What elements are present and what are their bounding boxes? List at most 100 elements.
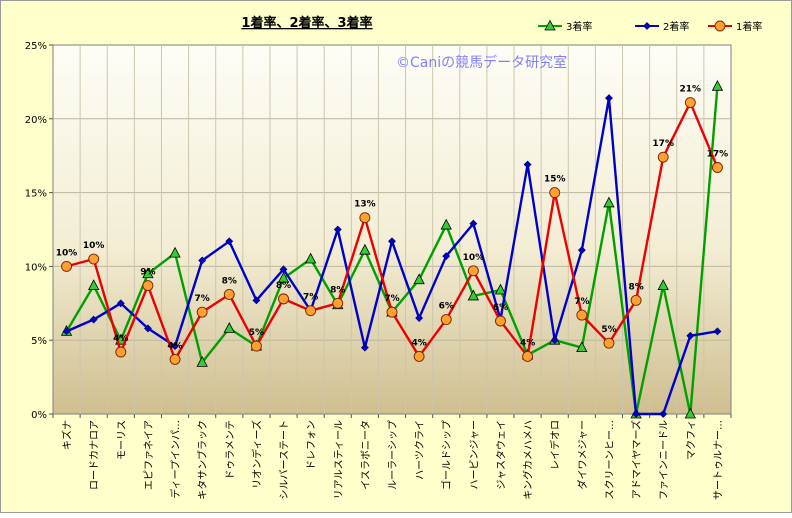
series-point: [605, 94, 613, 103]
data-label: 15%: [544, 175, 566, 185]
series-point: [577, 246, 586, 255]
series-lines: [60, 79, 724, 419]
data-label: 4%: [411, 338, 426, 348]
x-tick-label: エピファネイア: [143, 420, 155, 490]
series-point: [657, 279, 669, 290]
series-point: [413, 350, 425, 362]
series-point: [467, 265, 479, 277]
data-label: 7%: [195, 294, 210, 304]
data-label: 7%: [574, 297, 589, 307]
x-tick-label: ダイワメジャー: [576, 420, 589, 490]
series-point: [88, 279, 100, 290]
series-point: [413, 273, 425, 285]
series-point: [549, 187, 561, 199]
data-label: 4%: [167, 341, 182, 351]
series-point: [711, 79, 724, 91]
x-tick-label: リアルスティール: [334, 420, 345, 499]
data-label: 5%: [601, 325, 616, 335]
x-tick-label: モーリス: [117, 420, 128, 460]
y-tick-label: 10%: [25, 262, 47, 273]
series-point: [304, 252, 317, 264]
data-label: 7%: [303, 293, 318, 303]
series-point: [713, 327, 722, 336]
data-labels: 10% 10% 4% 9% 4% 7% 8% 5% 8% 7% 8% 13% 7% 4% 6% 10% 6% 4%…: [56, 85, 728, 352]
y-tick-label: 15%: [25, 189, 47, 200]
series-3: [61, 97, 723, 365]
gridlines: [53, 45, 731, 414]
x-tick-label: キングカメハメハ: [522, 420, 535, 500]
y-tick-label: 5%: [31, 336, 47, 347]
x-tick-label: シルバーステート: [279, 420, 291, 500]
x-tick-label: スクリーンヒー…: [604, 420, 616, 500]
data-label: 9%: [140, 268, 155, 278]
x-tick-label: ジャスタウェイ: [495, 420, 507, 490]
x-tick-label: キタサンブラック: [196, 420, 209, 500]
series-point: [576, 309, 588, 321]
series-point: [62, 327, 71, 336]
series-point: [333, 225, 342, 234]
series-point: [223, 288, 235, 300]
series-point: [386, 306, 398, 318]
series-point: [469, 219, 478, 228]
series-point: [359, 243, 371, 255]
series-point: [252, 296, 261, 305]
series-point: [440, 314, 452, 325]
series-point: [686, 331, 695, 340]
data-label: 6%: [493, 303, 508, 313]
data-label: 17%: [652, 139, 674, 149]
series-point: [495, 315, 506, 327]
x-tick-label: ハーツクライ: [414, 420, 426, 480]
series-point: [142, 267, 154, 279]
series-point: [305, 305, 317, 317]
series-point: [360, 343, 369, 352]
data-label: 6%: [439, 302, 454, 312]
x-tick-label: レイデオロ: [549, 420, 562, 470]
series-point: [223, 322, 235, 333]
data-label: 10%: [56, 248, 78, 258]
series-point: [415, 314, 424, 322]
x-tick-label: アドマイヤマーズ: [630, 420, 643, 499]
series-point: [630, 294, 642, 306]
series-point: [684, 407, 696, 419]
series-point: [359, 212, 371, 224]
data-label: 10%: [83, 241, 105, 251]
legend-marker: [714, 20, 726, 32]
series-point: [711, 162, 723, 173]
series-point: [250, 340, 262, 352]
data-label: 4%: [520, 338, 535, 348]
series-point: [88, 253, 100, 265]
series-point: [603, 196, 615, 208]
data-label: 17%: [707, 150, 729, 160]
x-tick-label: ルーラーシップ: [387, 420, 399, 490]
x-tick-label: ディープインパ…: [169, 420, 182, 499]
plot-area: [52, 44, 732, 415]
series-point: [388, 237, 396, 246]
series-point: [277, 271, 290, 283]
axes: 0% 5% 10% 15% 20% 25% キズナ ロードカナロア モーリス エピファネイア ディー…: [25, 41, 732, 500]
series-point: [523, 160, 532, 169]
x-tick-label: ハービンジャー: [468, 420, 480, 490]
series-point: [684, 97, 696, 109]
series-point: [142, 280, 154, 292]
x-tick-label: キズナ: [61, 420, 74, 450]
y-tick-label: 20%: [25, 115, 47, 126]
series-point: [115, 346, 127, 358]
legend-label: 3着率: [566, 20, 592, 33]
x-tick-label: リオンディーズ: [250, 420, 263, 489]
series-point: [143, 324, 152, 333]
legend-item: 3着率: [538, 19, 592, 33]
series-point: [198, 256, 207, 265]
x-tick-label: サートゥルナー…: [712, 420, 724, 500]
y-tick-label: 25%: [25, 41, 47, 52]
legend-item: 1着率: [708, 20, 762, 33]
watermark: ©Caniの競馬データ研究室: [396, 54, 567, 71]
series-point: [632, 410, 641, 418]
data-label: 21%: [680, 85, 702, 95]
series-point: [196, 355, 208, 367]
series-point: [89, 315, 98, 324]
series-point: [467, 289, 480, 301]
series-point: [659, 410, 668, 418]
legend-item: 2着率: [635, 20, 689, 33]
data-label: 10%: [463, 253, 485, 263]
